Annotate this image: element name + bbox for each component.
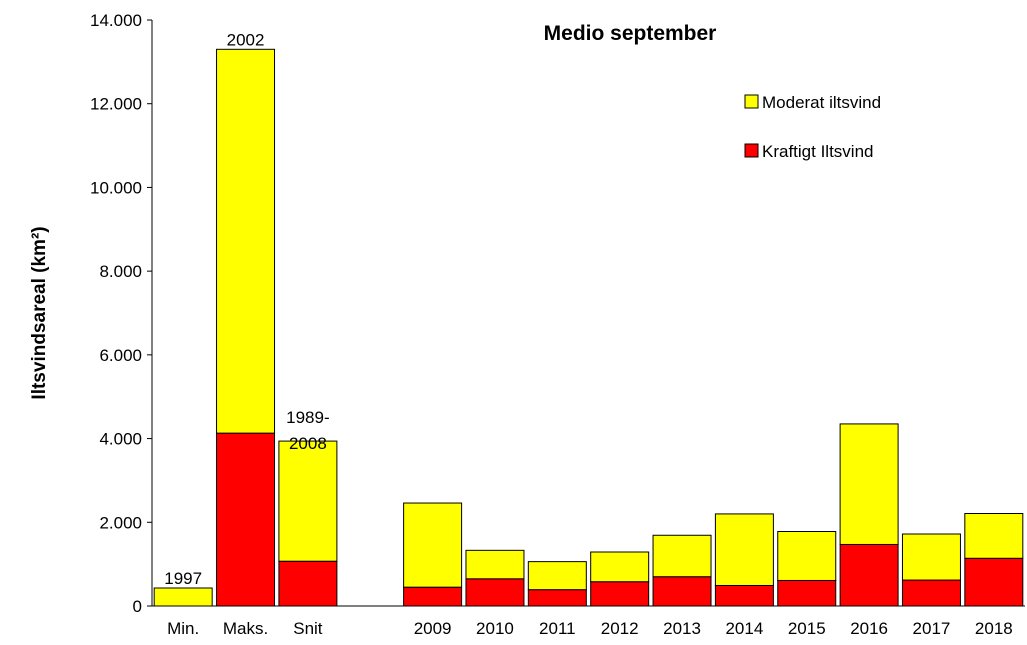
bar-segment [153, 587, 213, 607]
bar-segment [278, 440, 338, 562]
bar-segment [403, 586, 463, 607]
x-tick-label: 2014 [725, 619, 763, 638]
x-tick-label: 2013 [663, 619, 701, 638]
x-tick-label: 2010 [476, 619, 514, 638]
bar-segment [964, 512, 1024, 559]
bar-segment [652, 534, 712, 578]
x-tick-label: Min. [167, 619, 199, 638]
y-tick-label: 14.000 [90, 11, 142, 30]
annotation: 2002 [227, 30, 265, 49]
x-tick-label: 2009 [414, 619, 452, 638]
bar-segment [839, 543, 899, 607]
bar-segment [278, 560, 338, 607]
bar-segment [714, 584, 774, 607]
bar-segment [714, 513, 774, 586]
bar-segment [527, 589, 587, 607]
bar-segment [465, 578, 525, 607]
chart-title: Medio september [544, 22, 717, 45]
x-tick-label: 2017 [913, 619, 951, 638]
legend-label: Moderat iltsvind [762, 93, 881, 112]
bar-segment [777, 579, 837, 607]
y-tick-label: 4.000 [99, 430, 142, 449]
bar-segment [527, 561, 587, 591]
y-tick-label: 2.000 [99, 513, 142, 532]
y-tick-label: 10.000 [90, 178, 142, 197]
x-tick-label: 2015 [788, 619, 826, 638]
x-tick-label: Snit [293, 619, 323, 638]
y-tick-label: 6.000 [99, 346, 142, 365]
x-tick-label: 2012 [601, 619, 639, 638]
bar-segment [590, 581, 650, 607]
bar-segment [403, 502, 463, 588]
bar-segment [590, 551, 650, 583]
y-tick-label: 8.000 [99, 262, 142, 281]
bar-segment [216, 48, 276, 434]
legend-swatch [744, 143, 759, 158]
x-tick-label: 2016 [850, 619, 888, 638]
x-tick-label: 2011 [539, 619, 576, 638]
x-tick-label: 2018 [975, 619, 1013, 638]
bar-segment [901, 579, 961, 607]
annotation: 1989-2008 [286, 408, 329, 453]
bar-segment [216, 432, 276, 607]
bar-segment [839, 423, 899, 545]
y-tick-label: 0 [133, 597, 142, 616]
bar-segment [652, 576, 712, 607]
bar-segment [465, 549, 525, 580]
bar-segment [964, 557, 1024, 607]
bar-segment [901, 533, 961, 581]
legend-label: Kraftigt Iltsvind [762, 142, 874, 161]
bar-segment [777, 530, 837, 581]
y-tick-label: 12.000 [90, 95, 142, 114]
y-axis-label: Iltsvindsareal (km²) [29, 226, 50, 399]
legend-swatch [744, 94, 759, 109]
annotation: 1997 [164, 569, 202, 588]
x-tick-label: Maks. [223, 619, 268, 638]
